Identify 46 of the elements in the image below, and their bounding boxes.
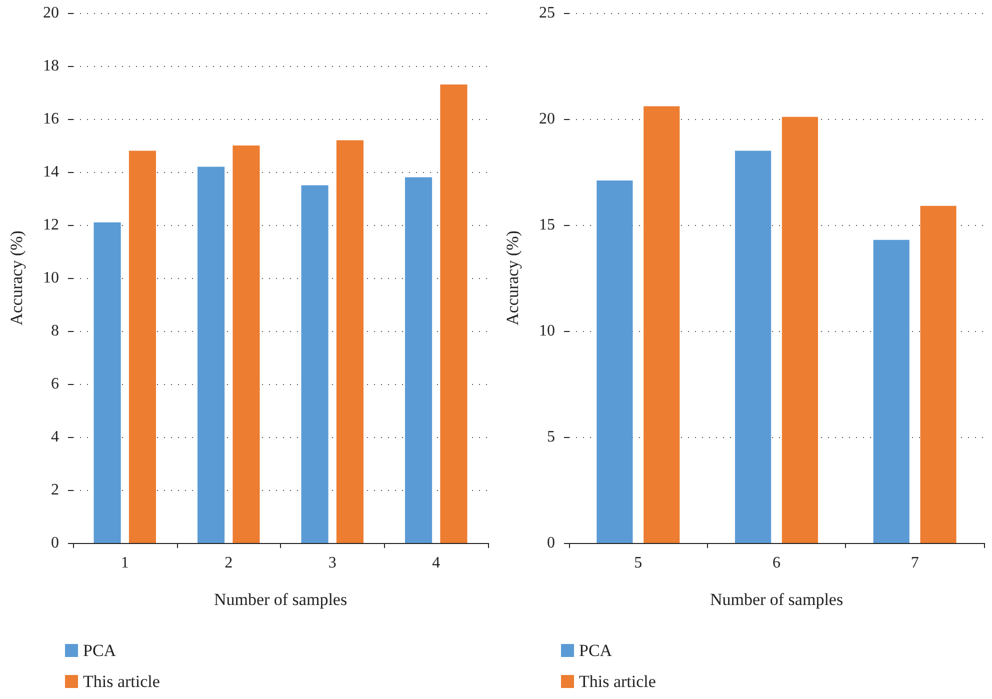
y-tick-label: 4 xyxy=(51,428,59,446)
bar xyxy=(596,180,633,543)
y-tick-label: 14 xyxy=(43,164,59,180)
bar xyxy=(198,166,225,543)
legend-label: This article xyxy=(579,672,656,691)
y-tick-label: 2 xyxy=(51,482,59,498)
y-tick-label: 16 xyxy=(43,110,59,128)
bar xyxy=(405,177,432,543)
bar xyxy=(336,140,364,543)
y-tick-label: 10 xyxy=(539,322,555,340)
x-tick-label: 1 xyxy=(120,554,129,572)
bar xyxy=(94,222,121,543)
bar xyxy=(782,116,818,543)
y-tick-label: 15 xyxy=(539,216,555,234)
x-tick-label: 4 xyxy=(432,554,440,572)
y-tick-label: 10 xyxy=(43,270,59,286)
bar xyxy=(128,150,156,543)
x-tick-label: 6 xyxy=(772,554,780,572)
bar xyxy=(644,106,680,543)
legend-label: This article xyxy=(83,672,160,691)
x-tick-label: 5 xyxy=(634,554,642,572)
y-tick-label: 25 xyxy=(539,4,555,22)
bar xyxy=(232,146,260,543)
bar xyxy=(920,206,956,543)
legend-label: PCA xyxy=(83,641,117,660)
x-tick-label: 7 xyxy=(910,554,919,572)
x-axis-title: Number of samples xyxy=(710,590,844,609)
bar xyxy=(735,150,772,543)
x-tick-label: 3 xyxy=(328,554,336,572)
legend-label: PCA xyxy=(579,641,613,660)
bar xyxy=(873,240,910,543)
y-tick-label: 20 xyxy=(539,110,555,128)
y-tick-label: 5 xyxy=(547,428,555,446)
x-axis-title: Number of samples xyxy=(214,590,348,609)
y-tick-label: 18 xyxy=(43,58,59,74)
bar xyxy=(440,84,468,543)
bar xyxy=(301,185,328,543)
y-tick-label: 6 xyxy=(51,376,59,392)
y-tick-label: 20 xyxy=(43,4,59,22)
y-tick-label: 0 xyxy=(547,534,555,552)
y-tick-label: 0 xyxy=(51,534,59,552)
x-tick-label: 2 xyxy=(224,554,233,572)
y-axis-title: Accuracy (%) xyxy=(503,230,522,326)
y-axis-title: Accuracy (%) xyxy=(7,230,26,326)
y-tick-label: 8 xyxy=(51,322,59,340)
y-tick-label: 12 xyxy=(43,216,59,234)
